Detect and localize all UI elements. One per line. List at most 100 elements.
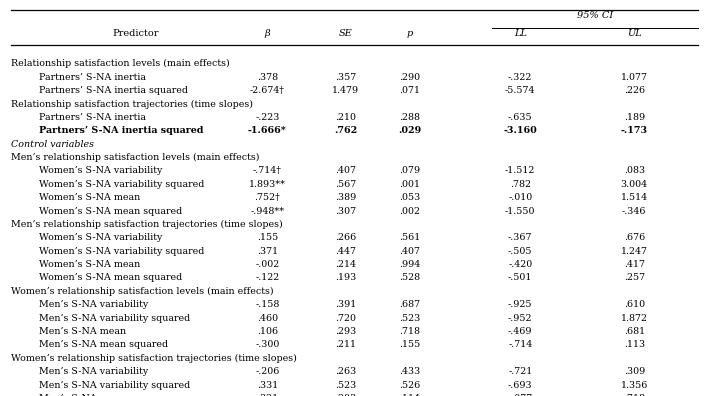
Text: Partners’ S-NA inertia: Partners’ S-NA inertia bbox=[39, 72, 146, 82]
Text: Predictor: Predictor bbox=[112, 29, 158, 38]
Text: .293: .293 bbox=[335, 327, 356, 336]
Text: -.721: -.721 bbox=[508, 367, 532, 376]
Text: .460: .460 bbox=[257, 314, 278, 323]
Text: 1.077: 1.077 bbox=[621, 72, 648, 82]
Text: -.635: -.635 bbox=[508, 113, 533, 122]
Text: .378: .378 bbox=[257, 72, 278, 82]
Text: .407: .407 bbox=[335, 166, 356, 175]
Text: .106: .106 bbox=[257, 327, 278, 336]
Text: .226: .226 bbox=[624, 86, 645, 95]
Text: .288: .288 bbox=[399, 113, 420, 122]
Text: .307: .307 bbox=[335, 207, 356, 215]
Text: .447: .447 bbox=[335, 247, 356, 256]
Text: Men’s S-NA variability squared: Men’s S-NA variability squared bbox=[39, 381, 190, 390]
Text: .331: .331 bbox=[257, 381, 278, 390]
Text: .567: .567 bbox=[335, 180, 356, 189]
Text: .782: .782 bbox=[510, 180, 531, 189]
Text: p: p bbox=[406, 29, 413, 38]
Text: Women’s S-NA mean squared: Women’s S-NA mean squared bbox=[39, 207, 182, 215]
Text: -.505: -.505 bbox=[508, 247, 532, 256]
Text: LL: LL bbox=[514, 29, 527, 38]
Text: .257: .257 bbox=[624, 274, 645, 282]
Text: -.948**: -.948** bbox=[250, 207, 284, 215]
Text: -.367: -.367 bbox=[508, 233, 532, 242]
Text: .193: .193 bbox=[335, 274, 356, 282]
Text: Women’s S-NA variability squared: Women’s S-NA variability squared bbox=[39, 180, 205, 189]
Text: -.925: -.925 bbox=[508, 300, 532, 309]
Text: Women’s S-NA variability: Women’s S-NA variability bbox=[39, 233, 163, 242]
Text: Partners’ S-NA inertia squared: Partners’ S-NA inertia squared bbox=[39, 86, 188, 95]
Text: 3.004: 3.004 bbox=[621, 180, 648, 189]
Text: Women’s S-NA variability: Women’s S-NA variability bbox=[39, 166, 163, 175]
Text: .391: .391 bbox=[335, 300, 356, 309]
Text: -.693: -.693 bbox=[508, 381, 533, 390]
Text: 1.356: 1.356 bbox=[621, 381, 648, 390]
Text: Relationship satisfaction trajectories (time slopes): Relationship satisfaction trajectories (… bbox=[11, 99, 253, 109]
Text: .718: .718 bbox=[624, 394, 645, 396]
Text: .676: .676 bbox=[624, 233, 645, 242]
Text: .321: .321 bbox=[257, 394, 278, 396]
Text: -.206: -.206 bbox=[255, 367, 279, 376]
Text: Relationship satisfaction levels (main effects): Relationship satisfaction levels (main e… bbox=[11, 59, 230, 69]
Text: .681: .681 bbox=[624, 327, 645, 336]
Text: .002: .002 bbox=[399, 207, 420, 215]
Text: Men’s S-NA variability: Men’s S-NA variability bbox=[39, 300, 148, 309]
Text: 1.514: 1.514 bbox=[621, 193, 648, 202]
Text: -.077: -.077 bbox=[508, 394, 532, 396]
Text: -5.574: -5.574 bbox=[505, 86, 536, 95]
Text: .994: .994 bbox=[399, 260, 420, 269]
Text: Men’s S-NA mean: Men’s S-NA mean bbox=[39, 327, 126, 336]
Text: -3.160: -3.160 bbox=[503, 126, 537, 135]
Text: -.158: -.158 bbox=[255, 300, 279, 309]
Text: Women’s S-NA variability squared: Women’s S-NA variability squared bbox=[39, 247, 205, 256]
Text: -1.512: -1.512 bbox=[505, 166, 535, 175]
Text: SE: SE bbox=[339, 29, 353, 38]
Text: -.300: -.300 bbox=[255, 341, 279, 349]
Text: .309: .309 bbox=[624, 367, 645, 376]
Text: .083: .083 bbox=[624, 166, 645, 175]
Text: -.002: -.002 bbox=[255, 260, 279, 269]
Text: -.714: -.714 bbox=[508, 341, 532, 349]
Text: .203: .203 bbox=[335, 394, 356, 396]
Text: .718: .718 bbox=[399, 327, 420, 336]
Text: Women’s S-NA mean: Women’s S-NA mean bbox=[39, 260, 140, 269]
Text: .407: .407 bbox=[399, 247, 420, 256]
Text: -.469: -.469 bbox=[508, 327, 532, 336]
Text: .720: .720 bbox=[335, 314, 356, 323]
Text: .001: .001 bbox=[399, 180, 420, 189]
Text: .210: .210 bbox=[335, 113, 356, 122]
Text: Men’s S-NA mean squared: Men’s S-NA mean squared bbox=[39, 341, 169, 349]
Text: -2.674†: -2.674† bbox=[250, 86, 285, 95]
Text: .523: .523 bbox=[335, 381, 356, 390]
Text: .114: .114 bbox=[399, 394, 420, 396]
Text: -.420: -.420 bbox=[508, 260, 532, 269]
Text: .752†: .752† bbox=[254, 193, 280, 202]
Text: .079: .079 bbox=[399, 166, 420, 175]
Text: .687: .687 bbox=[399, 300, 420, 309]
Text: Women’s S-NA mean: Women’s S-NA mean bbox=[39, 193, 140, 202]
Text: .029: .029 bbox=[398, 126, 422, 135]
Text: .523: .523 bbox=[399, 314, 420, 323]
Text: -.322: -.322 bbox=[508, 72, 532, 82]
Text: .211: .211 bbox=[335, 341, 356, 349]
Text: Men’s relationship satisfaction trajectories (time slopes): Men’s relationship satisfaction trajecto… bbox=[11, 220, 283, 229]
Text: Women’s relationship satisfaction trajectories (time slopes): Women’s relationship satisfaction trajec… bbox=[11, 354, 297, 363]
Text: .357: .357 bbox=[335, 72, 356, 82]
Text: Women’s S-NA mean squared: Women’s S-NA mean squared bbox=[39, 274, 182, 282]
Text: .526: .526 bbox=[399, 381, 420, 390]
Text: -.501: -.501 bbox=[508, 274, 532, 282]
Text: Control variables: Control variables bbox=[11, 140, 94, 148]
Text: .214: .214 bbox=[335, 260, 356, 269]
Text: Partners’ S-NA inertia squared: Partners’ S-NA inertia squared bbox=[39, 126, 204, 135]
Text: .155: .155 bbox=[257, 233, 278, 242]
Text: -.122: -.122 bbox=[255, 274, 279, 282]
Text: .528: .528 bbox=[399, 274, 420, 282]
Text: Partners’ S-NA inertia: Partners’ S-NA inertia bbox=[39, 113, 146, 122]
Text: Men’s relationship satisfaction levels (main effects): Men’s relationship satisfaction levels (… bbox=[11, 153, 260, 162]
Text: .071: .071 bbox=[399, 86, 420, 95]
Text: .762: .762 bbox=[334, 126, 357, 135]
Text: -.952: -.952 bbox=[508, 314, 532, 323]
Text: .610: .610 bbox=[624, 300, 645, 309]
Text: .263: .263 bbox=[335, 367, 356, 376]
Text: .433: .433 bbox=[399, 367, 420, 376]
